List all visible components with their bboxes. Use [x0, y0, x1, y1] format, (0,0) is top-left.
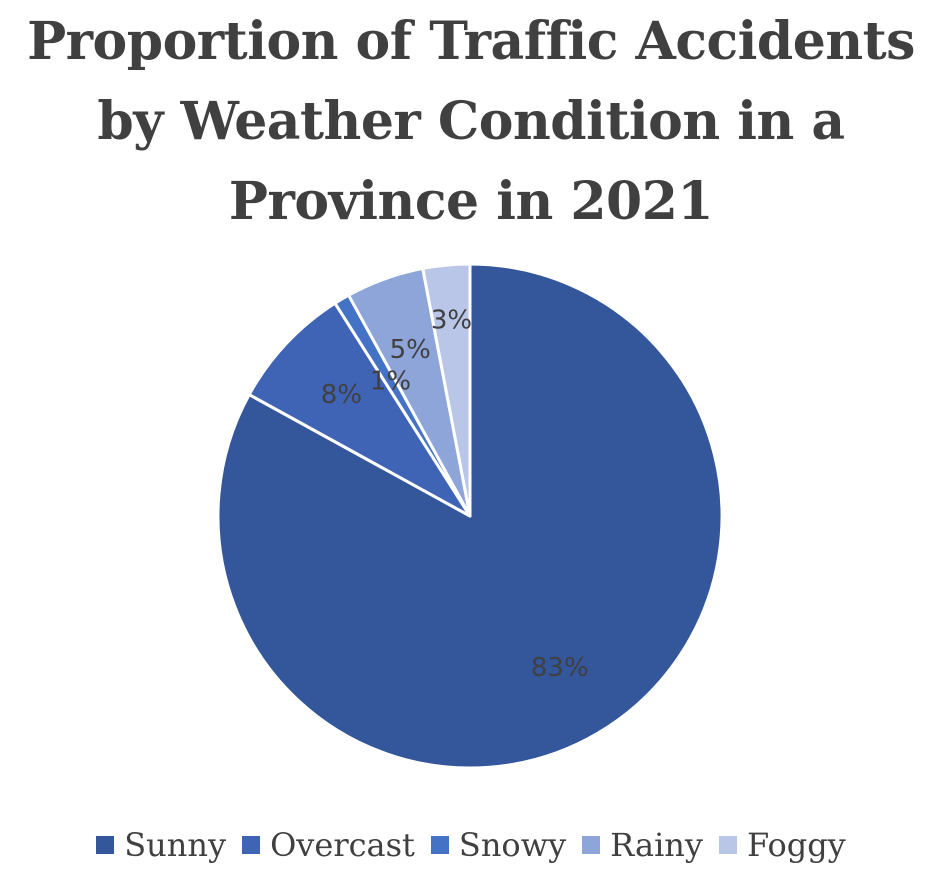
legend-item-sunny: Sunny: [96, 826, 226, 864]
legend-item-foggy: Foggy: [718, 826, 846, 864]
data-label-sunny: 83%: [531, 653, 589, 683]
chart-title: Proportion of Traffic Accidents by Weath…: [27, 11, 915, 232]
legend-label-rainy: Rainy: [610, 826, 703, 864]
legend-label-overcast: Overcast: [270, 826, 415, 864]
legend-item-overcast: Overcast: [242, 826, 415, 864]
legend-item-rainy: Rainy: [582, 826, 703, 864]
pie-slices: [216, 262, 724, 770]
pie-data-labels: 83% 8% 1%5%3%: [321, 305, 589, 683]
pie-slice-overcast: [247, 301, 472, 518]
legend-label-snowy: Snowy: [458, 826, 567, 864]
legend-swatch-rainy: [582, 836, 601, 854]
legend-label-foggy: Foggy: [746, 826, 846, 864]
data-label-foggy: 3%: [431, 305, 472, 335]
legend: Sunny Overcast Snowy Rainy Foggy: [0, 826, 942, 864]
legend-swatch-sunny: [96, 836, 115, 854]
legend-swatch-foggy: [718, 836, 737, 854]
legend-label-sunny: Sunny: [124, 826, 227, 864]
pie-slice-foggy: [421, 262, 472, 518]
legend-item-snowy: Snowy: [430, 826, 567, 864]
data-label-snowy: 1%: [370, 367, 411, 397]
legend-swatch-overcast: [242, 836, 261, 854]
data-label-rainy: 5%: [390, 335, 431, 365]
legend-swatch-snowy: [430, 836, 449, 854]
data-label-overcast: 8%: [321, 380, 362, 410]
